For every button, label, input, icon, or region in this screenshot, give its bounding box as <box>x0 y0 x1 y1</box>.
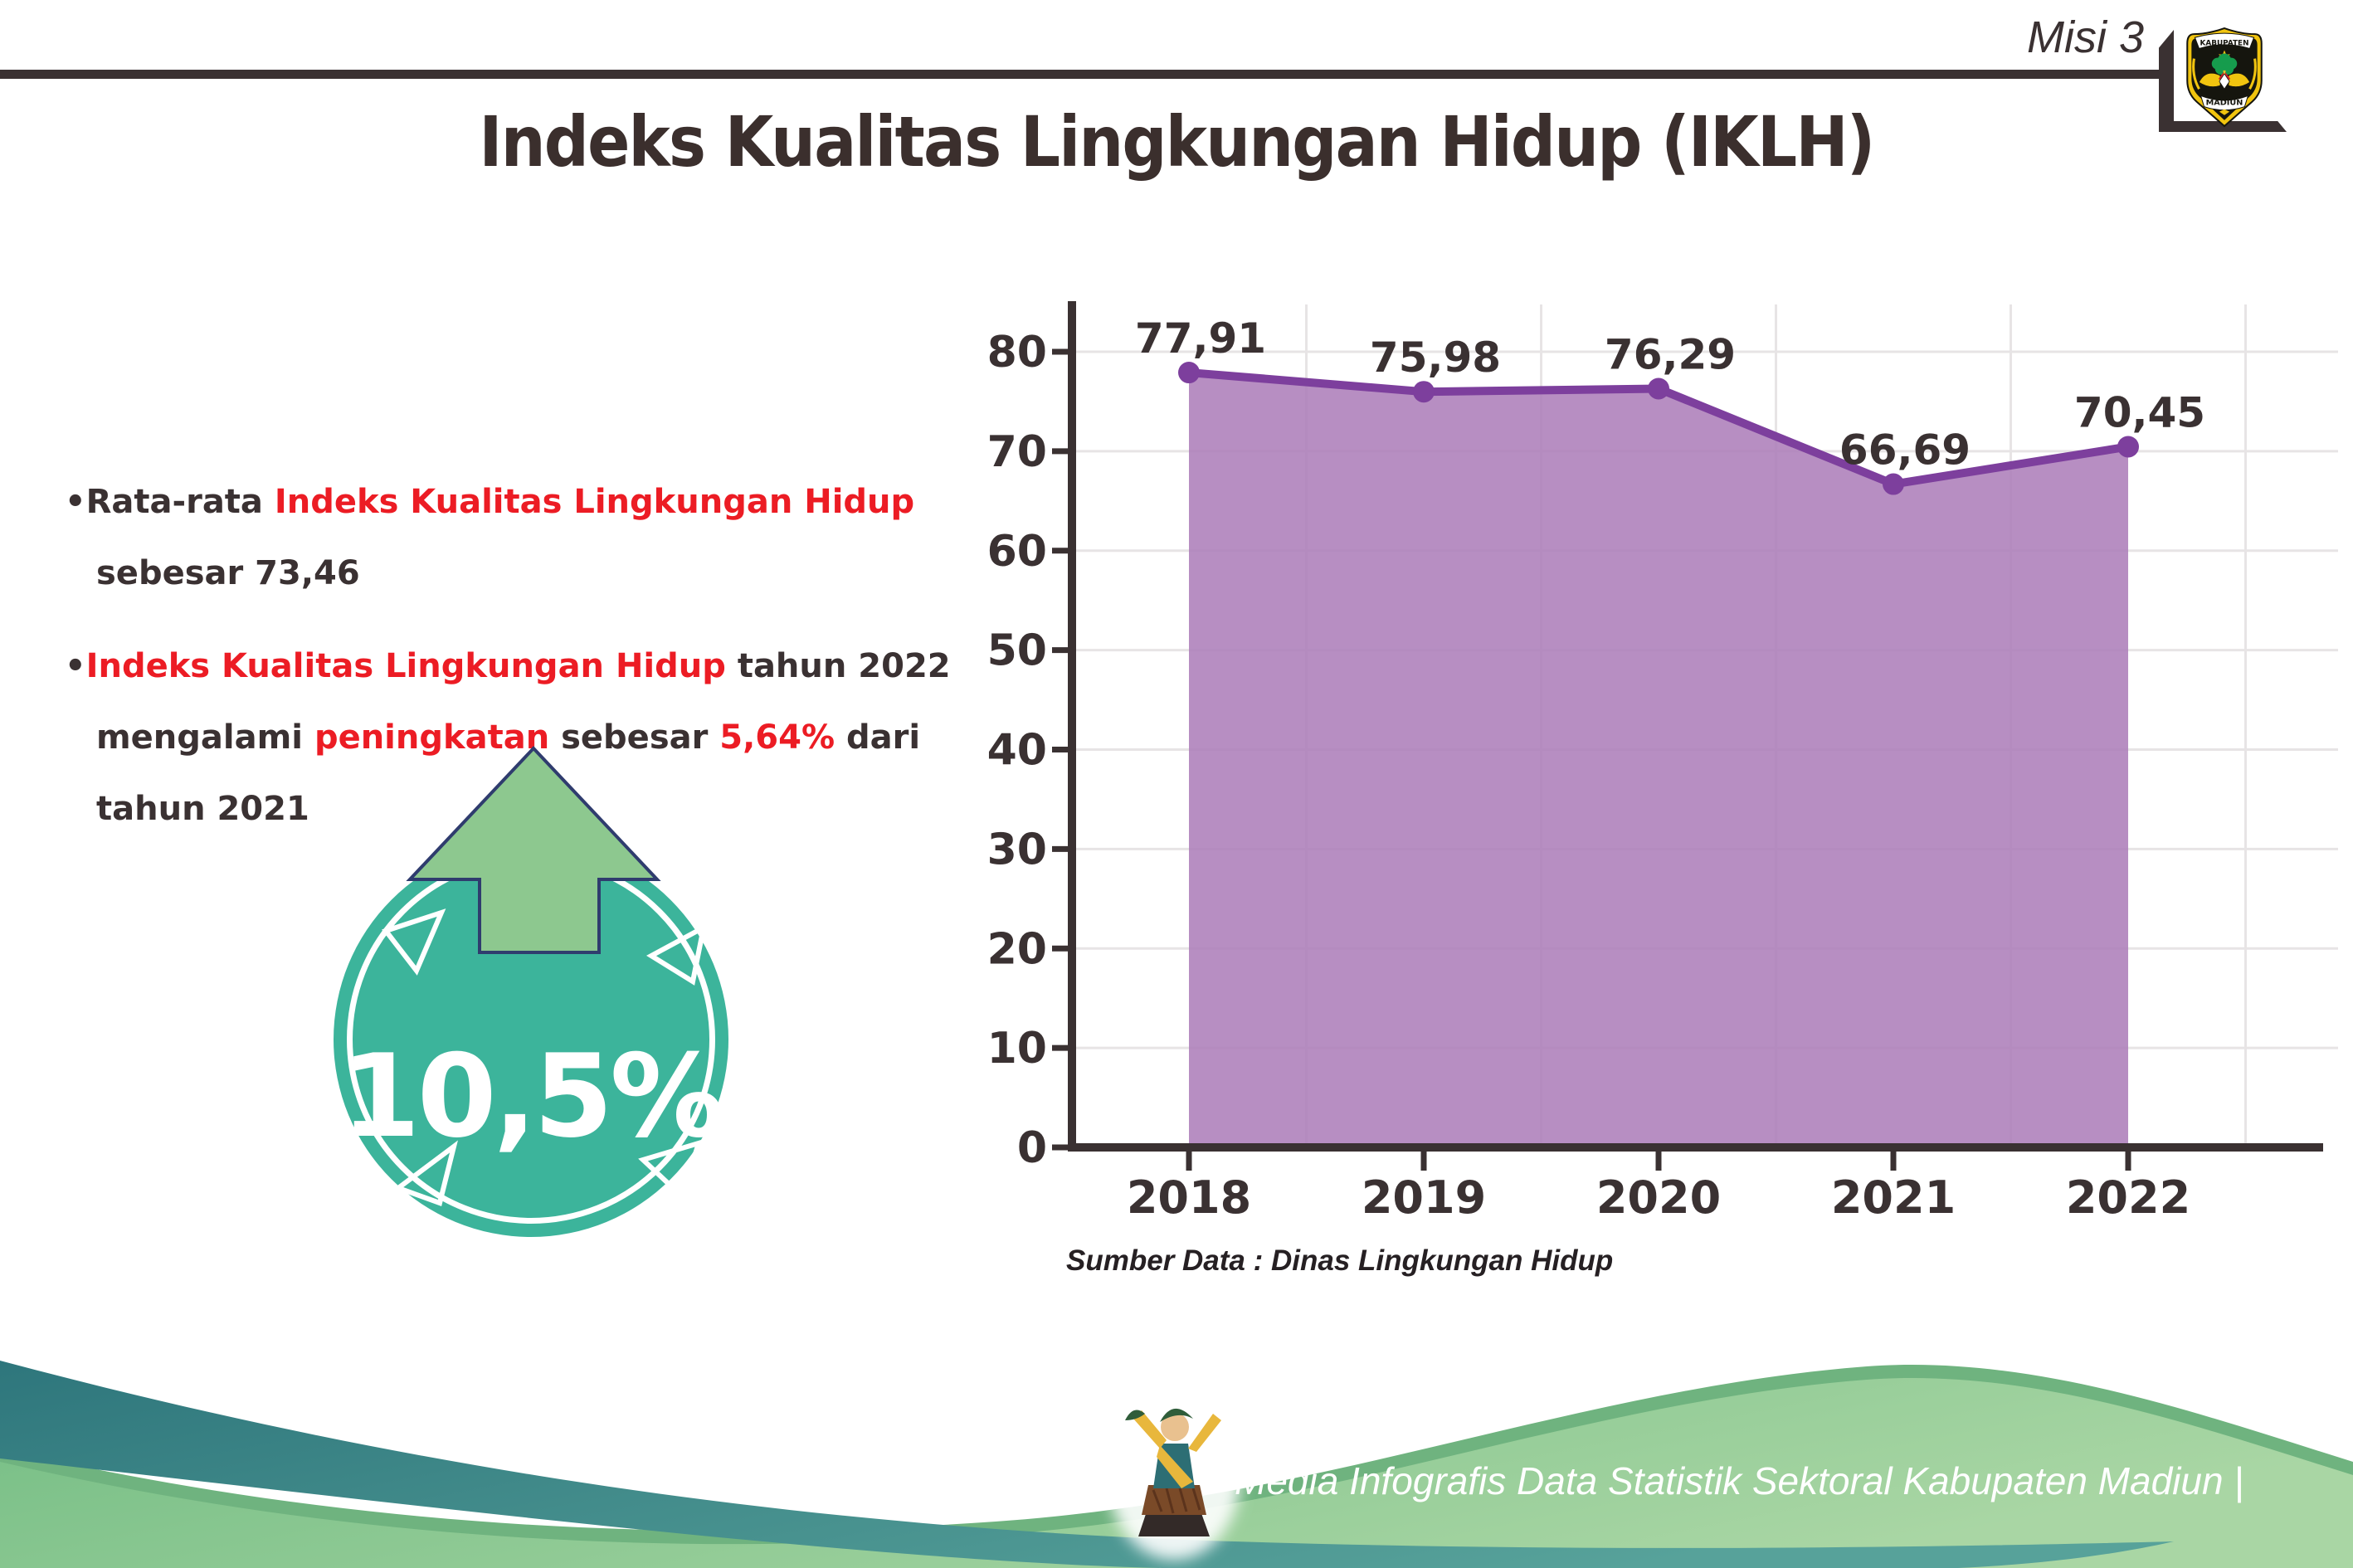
corner-frame-horizontal <box>2159 121 2287 132</box>
bullet-marker: • <box>65 647 86 685</box>
data-points <box>1178 362 2139 495</box>
footer-teal-wave <box>0 1361 2174 1568</box>
footer-green-wave <box>0 1377 2353 1568</box>
chart-axes <box>1052 301 2323 1171</box>
svg-text:2021: 2021 <box>1831 1171 1956 1224</box>
mascot-icon <box>1108 1394 1240 1560</box>
badge-value: 10,5% <box>340 1030 725 1163</box>
text-segment: sebesar 73,46 <box>96 554 360 592</box>
up-arrow-icon <box>406 746 661 954</box>
y-axis-labels: 0 10 20 30 40 50 60 70 80 <box>987 328 1047 1173</box>
page-title: Indeks Kualitas Lingkungan Hidup (IKLH) <box>479 101 1875 183</box>
svg-text:50: 50 <box>987 626 1047 676</box>
bullet-list: •Rata-rata Indeks Kualitas Lingkungan Hi… <box>65 466 1085 845</box>
svg-text:10: 10 <box>987 1024 1047 1074</box>
kabupaten-madiun-logo-icon: KABUPATEN MADIUN <box>2186 27 2263 128</box>
text-segment: tahun 2021 <box>96 790 309 828</box>
misi-3-label: Misi 3 <box>2026 12 2144 62</box>
svg-text:75,98: 75,98 <box>1370 334 1501 382</box>
logo-top-text: KABUPATEN <box>2200 39 2249 47</box>
svg-text:20: 20 <box>987 924 1047 974</box>
text-segment: peningkatan <box>314 718 550 757</box>
svg-text:60: 60 <box>987 527 1047 577</box>
svg-text:2020: 2020 <box>1596 1171 1721 1224</box>
logo-bottom-text: MADIUN <box>2206 100 2243 108</box>
svg-text:2018: 2018 <box>1127 1171 1251 1224</box>
bullet-item: •Indeks Kualitas Lingkungan Hidup tahun … <box>65 631 1085 845</box>
text-segment: Rata-rata <box>85 483 275 521</box>
svg-text:80: 80 <box>987 328 1047 377</box>
text-segment: Indeks Kualitas Lingkungan Hidup <box>85 647 726 685</box>
footer-credit: Media Infografis Data Statistik Sektoral… <box>1235 1459 2244 1502</box>
data-labels: 77,91 75,98 76,29 66,69 70,45 <box>1135 314 2205 474</box>
iklh-area-chart: 0 10 20 30 40 50 60 70 80 2018 2019 2020 2021 2022 77,… <box>987 301 2338 1224</box>
svg-text:66,69: 66,69 <box>1839 426 1971 475</box>
text-segment: Indeks Kualitas Lingkungan Hidup <box>274 483 915 521</box>
text-segment: 5,64% <box>719 718 835 757</box>
svg-text:0: 0 <box>1017 1123 1047 1173</box>
area-series <box>1189 373 2128 1147</box>
svg-text:70,45: 70,45 <box>2074 388 2205 436</box>
text-segment: tahun 2022 <box>725 647 951 685</box>
text-segment: dari <box>835 718 921 757</box>
text-segment: sebesar <box>549 718 720 757</box>
svg-text:30: 30 <box>987 825 1047 874</box>
text-segment: mengalami <box>96 718 314 757</box>
svg-text:70: 70 <box>987 427 1047 477</box>
bullet-item: •Rata-rata Indeks Kualitas Lingkungan Hi… <box>65 466 1085 609</box>
svg-text:76,29: 76,29 <box>1605 330 1736 378</box>
x-axis-labels: 2018 2019 2020 2021 2022 <box>1127 1171 2190 1224</box>
header-divider <box>0 70 2161 79</box>
bullet-marker: • <box>65 483 86 521</box>
svg-text:2022: 2022 <box>2066 1171 2190 1224</box>
svg-text:77,91: 77,91 <box>1135 314 1266 363</box>
footer-wave <box>0 1361 2353 1568</box>
svg-text:2019: 2019 <box>1362 1171 1486 1224</box>
source-note: Sumber Data : Dinas Lingkungan Hidup <box>1066 1244 1614 1277</box>
svg-text:40: 40 <box>987 726 1047 776</box>
corner-frame-vertical <box>2159 30 2174 129</box>
